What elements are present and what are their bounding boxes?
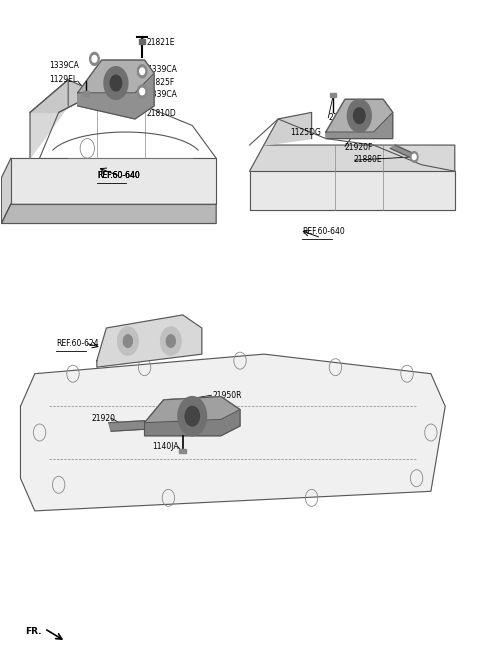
Circle shape [117, 327, 138, 356]
Bar [84, 91, 89, 96]
Text: REF.60-640: REF.60-640 [97, 171, 140, 180]
Polygon shape [1, 204, 216, 224]
Polygon shape [30, 80, 97, 112]
Circle shape [137, 85, 147, 98]
Circle shape [123, 335, 132, 348]
Circle shape [412, 154, 416, 159]
Text: 21821E: 21821E [147, 38, 176, 47]
Text: 1339CA: 1339CA [147, 66, 177, 75]
Text: 1140JA: 1140JA [152, 442, 179, 451]
Text: 21920F: 21920F [344, 142, 372, 152]
Circle shape [104, 67, 128, 99]
Bar [330, 94, 336, 97]
Circle shape [90, 52, 99, 66]
Polygon shape [97, 315, 202, 367]
Polygon shape [264, 112, 312, 145]
Polygon shape [250, 145, 455, 171]
Text: FR.: FR. [25, 627, 42, 636]
Text: 21950R: 21950R [212, 391, 242, 400]
Polygon shape [78, 60, 154, 93]
Text: 21880E: 21880E [354, 155, 382, 164]
Text: 21870D: 21870D [329, 113, 359, 122]
Polygon shape [250, 171, 455, 211]
Polygon shape [326, 99, 393, 132]
Text: REF.60-640: REF.60-640 [97, 171, 140, 180]
Bar [139, 39, 145, 44]
Circle shape [348, 99, 371, 132]
Circle shape [178, 397, 206, 436]
Bar [180, 449, 186, 453]
Text: 21810D: 21810D [147, 110, 177, 118]
Text: 21825F: 21825F [147, 78, 175, 87]
Polygon shape [78, 60, 154, 119]
Text: 1339CA: 1339CA [49, 61, 79, 70]
Circle shape [160, 327, 181, 356]
Text: REF.60-640: REF.60-640 [302, 227, 345, 236]
Text: 1339CA: 1339CA [147, 91, 177, 99]
Circle shape [140, 89, 144, 95]
Text: REF.60-624: REF.60-624 [56, 338, 99, 348]
Circle shape [110, 75, 121, 91]
Polygon shape [326, 99, 393, 138]
Circle shape [354, 108, 365, 123]
Text: 1125DG: 1125DG [290, 127, 322, 136]
Circle shape [140, 68, 144, 75]
Text: 21920: 21920 [91, 414, 115, 422]
Polygon shape [144, 397, 240, 436]
Polygon shape [390, 145, 417, 158]
Circle shape [166, 335, 176, 348]
Circle shape [185, 406, 199, 426]
Polygon shape [30, 80, 68, 158]
Text: REF.60-640: REF.60-640 [97, 171, 140, 180]
Circle shape [137, 65, 147, 78]
Polygon shape [1, 158, 11, 224]
Polygon shape [144, 397, 240, 422]
Circle shape [410, 152, 418, 162]
Text: 1129EL: 1129EL [49, 75, 77, 84]
Circle shape [92, 56, 97, 62]
Polygon shape [11, 158, 216, 204]
Polygon shape [21, 354, 445, 511]
Polygon shape [109, 420, 144, 431]
